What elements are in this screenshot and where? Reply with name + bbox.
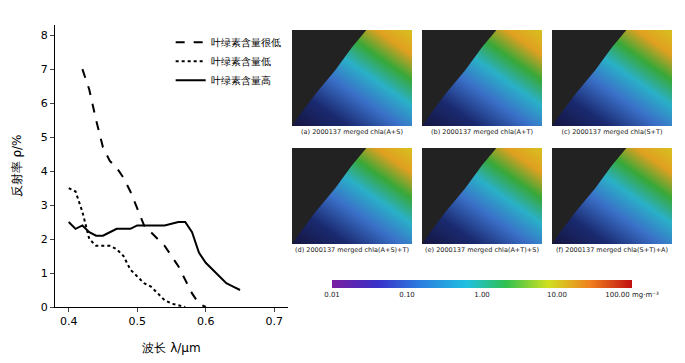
svg-text:6: 6 xyxy=(41,97,48,110)
svg-text:0.5: 0.5 xyxy=(128,315,146,328)
html-text:(b) 2000137 merged chla(A+T): (b) 2000137 merged chla(A+T) xyxy=(431,128,533,136)
html-text:(d) 2000137 merged chla(A+S)+T: (d) 2000137 merged chla(A+S)+T) xyxy=(295,246,409,254)
html-text:(c) 2000137 merged chla(S+T): (c) 2000137 merged chla(S+T) xyxy=(561,128,663,136)
svg-text:8: 8 xyxy=(41,29,48,42)
html-text:(e) 2000137 merged chla(A+T)+S: (e) 2000137 merged chla(A+T)+S) xyxy=(425,246,539,254)
html-text:(f) 2000137 merged chla(S+T)+A: (f) 2000137 merged chla(S+T)+A) xyxy=(555,246,669,254)
svg-text:5: 5 xyxy=(41,131,48,144)
svg-text:叶绿素含量低: 叶绿素含量低 xyxy=(211,56,271,67)
svg-text:0.7: 0.7 xyxy=(266,315,284,328)
svg-text:1: 1 xyxy=(41,267,48,280)
html-text:0.01: 0.01 xyxy=(324,291,340,299)
svg-text:波长 λ/μm: 波长 λ/μm xyxy=(142,341,200,355)
svg-text:反射率 ρ/%: 反射率 ρ/% xyxy=(10,135,24,198)
svg-text:0.4: 0.4 xyxy=(60,315,78,328)
html-text:0.10: 0.10 xyxy=(399,291,415,299)
svg-text:2: 2 xyxy=(41,233,48,246)
svg-text:7: 7 xyxy=(41,63,48,76)
html-text:100.00 mg·m⁻³: 100.00 mg·m⁻³ xyxy=(605,291,659,299)
svg-text:0: 0 xyxy=(41,301,48,314)
svg-text:叶绿素含量很低: 叶绿素含量很低 xyxy=(211,37,281,48)
svg-text:0.6: 0.6 xyxy=(197,315,215,328)
svg-text:叶绿素含量高: 叶绿素含量高 xyxy=(211,75,271,86)
html-text:(a) 2000137 merged chla(A+S): (a) 2000137 merged chla(A+S) xyxy=(301,128,403,136)
html-text:1.00: 1.00 xyxy=(474,291,490,299)
svg-text:4: 4 xyxy=(41,165,48,178)
html-text:10.00: 10.00 xyxy=(547,291,567,299)
svg-text:3: 3 xyxy=(41,199,48,212)
